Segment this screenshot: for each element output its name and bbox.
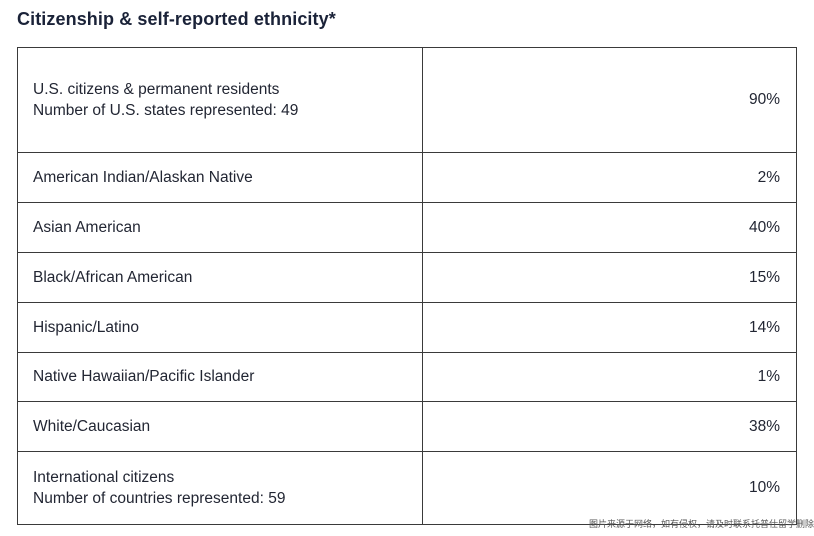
- row-label: American Indian/Alaskan Native: [17, 152, 423, 203]
- row-label: International citizens: [33, 469, 175, 486]
- table-row: Black/African American 15%: [17, 252, 797, 303]
- row-value: 15%: [422, 252, 797, 303]
- page-title: Citizenship & self-reported ethnicity*: [17, 9, 336, 29]
- row-label: Native Hawaiian/Pacific Islander: [17, 352, 423, 402]
- table-row: Native Hawaiian/Pacific Islander 1%: [17, 352, 797, 402]
- watermark-text: 图片来源于网络，如有侵权，请及时联系托普仕留学删除: [588, 520, 814, 530]
- table-row: American Indian/Alaskan Native 2%: [17, 152, 797, 203]
- table-row: U.S. citizens & permanent residents Numb…: [17, 47, 797, 153]
- row-sublabel: Number of U.S. states represented: 49: [33, 102, 299, 119]
- table-row: White/Caucasian 38%: [17, 401, 797, 452]
- table-row: International citizens Number of countri…: [17, 451, 797, 525]
- row-label-cell: U.S. citizens & permanent residents Numb…: [17, 47, 423, 153]
- ethnicity-table: U.S. citizens & permanent residents Numb…: [17, 47, 797, 525]
- row-label: Hispanic/Latino: [17, 302, 423, 353]
- row-value: 10%: [422, 451, 797, 525]
- row-sublabel: Number of countries represented: 59: [33, 490, 286, 507]
- row-label: White/Caucasian: [17, 401, 423, 452]
- row-label: Asian American: [17, 202, 423, 253]
- row-label: Black/African American: [17, 252, 423, 303]
- row-value: 38%: [422, 401, 797, 452]
- table-row: Hispanic/Latino 14%: [17, 302, 797, 353]
- table-row: Asian American 40%: [17, 202, 797, 253]
- row-label-cell: International citizens Number of countri…: [17, 451, 423, 525]
- row-value: 90%: [422, 47, 797, 153]
- row-label: U.S. citizens & permanent residents: [33, 81, 280, 98]
- row-value: 2%: [422, 152, 797, 203]
- row-value: 40%: [422, 202, 797, 253]
- row-value: 1%: [422, 352, 797, 402]
- row-value: 14%: [422, 302, 797, 353]
